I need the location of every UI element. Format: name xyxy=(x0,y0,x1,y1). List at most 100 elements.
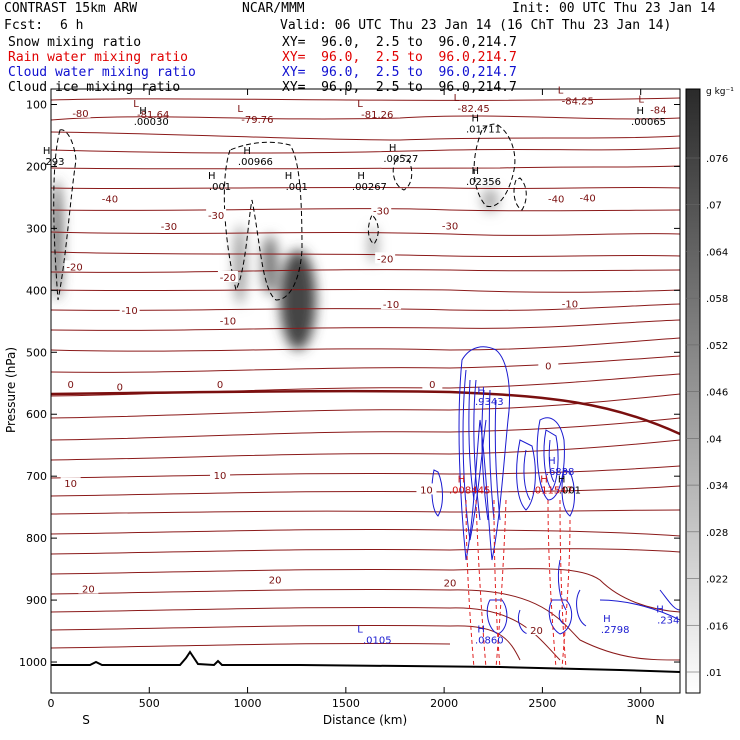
high-value-label: .00527 xyxy=(383,154,418,165)
high-value-label: .9343 xyxy=(475,397,504,408)
temp-contour-label: 20 xyxy=(530,626,543,637)
high-marker: H xyxy=(471,166,479,177)
low-value-label: -81.64 xyxy=(137,110,169,121)
valid-time: Valid: 06 UTC Thu 23 Jan 14 (16 ChT Thu … xyxy=(280,18,672,33)
high-marker: H xyxy=(357,171,365,182)
terrain-line xyxy=(51,650,680,673)
temp-contour-label: -10 xyxy=(220,316,236,327)
y-tick-label: 600 xyxy=(26,408,47,421)
colorbar-tick-label: .016 xyxy=(706,621,728,632)
temp-label-bg xyxy=(371,204,392,216)
temp-contour-label: -20 xyxy=(66,262,82,273)
fcst-value: 6 h xyxy=(60,18,84,33)
temp-contour-label: -30 xyxy=(208,211,224,222)
high-marker: H xyxy=(139,106,147,117)
temp-label-bg xyxy=(78,582,99,594)
high-value-label: .00966 xyxy=(238,157,273,168)
high-marker: H xyxy=(243,146,251,157)
temp-contour-label: 10 xyxy=(64,479,77,490)
high-value-label: .001 xyxy=(286,182,308,193)
y-tick-label: 500 xyxy=(26,346,47,359)
high-marker: H xyxy=(389,143,397,154)
colorbar-tick-label: .046 xyxy=(706,388,728,399)
temp-label-bg xyxy=(526,624,547,636)
low-value-label: -82.45 xyxy=(457,104,489,115)
zero-isotherm xyxy=(51,389,680,436)
high-value-label: .008445 xyxy=(449,485,490,496)
high-marker: H xyxy=(477,624,485,635)
high-marker: H xyxy=(285,171,293,182)
temp-label-bg xyxy=(210,469,231,481)
temp-contour-label: 20 xyxy=(82,585,95,596)
temp-label-bg xyxy=(375,252,396,264)
temp-label-bg xyxy=(422,378,443,390)
high-value-label: .01711 xyxy=(466,124,501,135)
low-marker: L xyxy=(638,95,644,106)
temp-contour-label: -30 xyxy=(161,222,177,233)
temp-label-bg xyxy=(559,297,580,309)
high-marker: H xyxy=(43,146,51,157)
y-tick-label: 400 xyxy=(26,284,47,297)
temp-label-bg xyxy=(416,483,437,495)
temp-contour-label: -40 xyxy=(548,194,564,205)
high-value-label: .00065 xyxy=(631,117,666,128)
temp-contour-label: 0 xyxy=(217,380,223,391)
temp-label-bg xyxy=(158,220,179,232)
high-marker: H xyxy=(558,474,566,485)
x-axis: 0 500 1000 1500 2000 2500 3000 xyxy=(48,89,655,710)
y-tick-label: 300 xyxy=(26,222,47,235)
field-name-snow: Snow mixing ratio xyxy=(8,35,142,50)
high-value-label: .001 xyxy=(559,485,581,496)
high-value-label: .02356 xyxy=(466,177,501,188)
temp-contour-label: 0 xyxy=(429,380,435,391)
low-marker: L xyxy=(237,104,243,115)
temp-label-bg xyxy=(381,298,402,310)
x-tick-label: 2000 xyxy=(430,697,458,710)
x-tick-label: 1000 xyxy=(234,697,262,710)
temp-label-bg xyxy=(440,576,461,588)
cloud-ice-contours xyxy=(53,123,527,301)
temp-label-bg xyxy=(217,314,238,326)
colorbar-tick-label: .052 xyxy=(706,341,728,352)
low-marker: L xyxy=(558,85,564,96)
low-value-label: -79.76 xyxy=(241,115,273,126)
high-marker: H xyxy=(548,456,556,467)
colorbar xyxy=(685,88,701,694)
temp-label-bg xyxy=(70,106,91,118)
high-marker: H xyxy=(471,113,479,124)
low-marker: L xyxy=(357,99,363,110)
colorbar-tick-label: .07 xyxy=(706,201,722,212)
high-marker: H xyxy=(603,614,611,625)
high-marker: H xyxy=(208,171,216,182)
field-xy-rain: XY= 96.0, 2.5 to 96.0,214.7 xyxy=(282,50,517,65)
field-name-cloudice: Cloud ice mixing ratio xyxy=(8,80,181,95)
x-end-label-left: S xyxy=(82,713,90,727)
colorbar-tick-label: .04 xyxy=(706,434,722,445)
high-value-label: .6838 xyxy=(546,467,575,478)
temp-contour-label: -10 xyxy=(562,300,578,311)
x-tick-label: 1500 xyxy=(332,697,360,710)
temp-contour-label: 0 xyxy=(67,380,73,391)
snow-shading xyxy=(52,180,498,350)
high-value-label: .001 xyxy=(209,182,231,193)
temp-contour-label: 10 xyxy=(214,471,227,482)
high-value-label: .011547 xyxy=(532,485,573,496)
high-value-label: .2798 xyxy=(601,625,630,636)
x-tick-label: 0 xyxy=(48,697,55,710)
y-axis-title: Pressure (hPa) xyxy=(4,347,18,433)
high-value-label: .00030 xyxy=(134,117,169,128)
colorbar-unit: g kg⁻¹ xyxy=(706,87,734,97)
temp-label-bg xyxy=(577,191,598,203)
high-marker: H xyxy=(477,386,485,397)
x-end-label-right: N xyxy=(656,713,665,727)
temp-label-bg xyxy=(265,573,286,585)
temp-label-bg xyxy=(217,270,238,282)
temp-contour-label: 20 xyxy=(269,575,282,586)
low-marker: L xyxy=(357,624,363,635)
colorbar-tick-label: .028 xyxy=(706,528,728,539)
low-value-label: -81.26 xyxy=(361,110,393,121)
field-xy-cloudice: XY= 96.0, 2.5 to 96.0,214.7 xyxy=(282,80,517,95)
temp-contour-label: -30 xyxy=(373,207,389,218)
y-tick-label: 1000 xyxy=(19,656,47,669)
